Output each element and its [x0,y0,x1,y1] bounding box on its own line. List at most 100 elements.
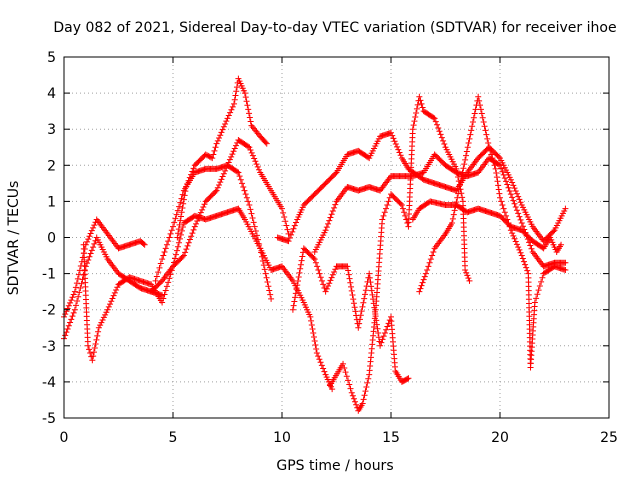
data-point [174,207,181,214]
data-point [499,168,506,175]
data-point [252,158,259,165]
data-point [363,384,370,391]
data-point [229,151,236,158]
data-point [498,165,505,172]
data-point [495,186,502,193]
data-point [232,92,239,99]
data-point [100,314,107,321]
data-point [243,194,250,201]
data-point [313,350,320,357]
data-point [421,273,428,280]
data-point [350,395,357,402]
x-tick-label: 25 [600,430,618,446]
data-point [296,269,303,276]
series-track-6 [174,75,270,241]
data-point [422,270,429,277]
data-point [94,332,101,339]
series-track-4 [152,162,275,302]
data-point [78,280,85,287]
data-point [224,162,231,169]
data-point [74,298,81,305]
data-point [381,329,388,336]
data-point [247,147,254,154]
data-point [62,311,69,318]
data-point [258,249,265,256]
series-track-7 [274,129,569,245]
data-point [524,267,531,274]
data-marks [61,75,569,414]
data-point [170,223,176,230]
data-point [318,277,325,284]
data-point [463,269,470,276]
data-point [396,149,403,156]
data-point [490,158,497,165]
data-point [456,182,463,189]
data-point [462,266,469,273]
data-point [487,147,494,154]
y-axis-label: SDTVAR / TECUs [6,181,22,296]
data-point [513,241,520,248]
data-point [472,106,479,113]
data-point [394,143,401,150]
data-point [230,148,237,155]
data-point [391,138,398,145]
data-point [114,284,121,291]
data-point [397,152,404,159]
data-point [450,211,457,218]
data-point [179,253,186,260]
data-point [313,346,320,353]
data-point [293,219,300,226]
data-point [236,173,243,180]
data-point [204,152,211,159]
data-point [251,223,258,230]
data-point [74,275,81,282]
data-point [173,211,180,218]
data-point [82,263,89,270]
data-point [475,93,482,100]
data-point [314,263,321,270]
data-point [495,182,502,189]
data-point [177,217,184,224]
data-point [515,244,522,251]
data-point [405,375,412,382]
data-point [460,165,467,172]
data-point [219,173,226,180]
data-point [202,151,209,158]
series-track-10 [326,93,473,414]
data-point [458,173,465,180]
data-point [459,169,466,176]
data-point [453,165,460,172]
data-point [185,239,192,246]
data-point [500,205,507,212]
data-point [550,228,557,235]
data-point [182,249,189,256]
data-point [214,137,221,144]
data-point [533,295,540,302]
series-track-8 [311,151,569,270]
data-point [248,210,255,217]
data-point [155,269,162,276]
data-point [263,140,270,147]
data-point [356,320,363,327]
data-point [342,369,349,376]
data-point [95,324,102,331]
data-point [242,191,249,198]
data-point [346,275,353,282]
data-point [310,329,317,336]
data-point [90,224,97,231]
data-point [512,187,519,194]
data-point [315,353,322,360]
data-point [464,272,471,279]
data-point [323,224,330,231]
data-point [478,110,485,117]
data-point [535,287,542,294]
data-point [64,305,71,312]
data-point [75,293,82,300]
data-point [510,182,517,189]
data-point [374,325,381,332]
data-point [205,152,212,159]
series-track-3 [80,205,336,393]
y-tick-label: 2 [47,158,56,174]
data-point [507,176,514,183]
y-tick-label: 4 [47,86,56,102]
